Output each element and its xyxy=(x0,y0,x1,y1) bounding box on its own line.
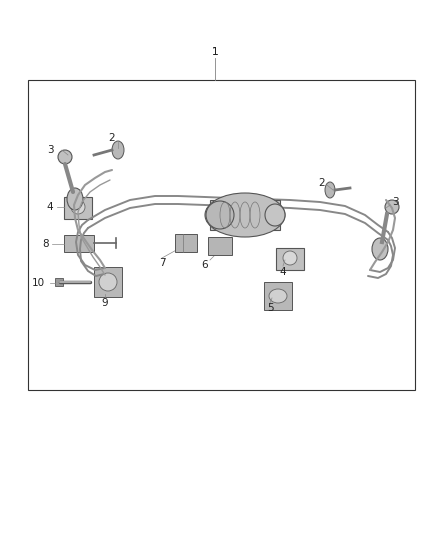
Text: 2: 2 xyxy=(109,133,115,143)
Text: 6: 6 xyxy=(201,260,208,270)
Ellipse shape xyxy=(58,150,72,164)
Ellipse shape xyxy=(325,182,335,198)
Text: 8: 8 xyxy=(42,239,49,249)
Bar xyxy=(276,248,304,270)
Text: 1: 1 xyxy=(212,47,218,57)
Ellipse shape xyxy=(385,200,399,214)
Bar xyxy=(264,282,292,310)
Ellipse shape xyxy=(206,201,234,229)
Text: 9: 9 xyxy=(102,298,108,308)
Text: 1: 1 xyxy=(212,47,218,57)
Ellipse shape xyxy=(265,204,285,226)
Ellipse shape xyxy=(99,273,117,291)
Ellipse shape xyxy=(71,200,85,214)
Bar xyxy=(64,235,94,252)
Bar xyxy=(64,197,92,219)
Bar xyxy=(175,234,197,252)
Text: 2: 2 xyxy=(319,178,325,188)
Text: 10: 10 xyxy=(32,278,45,288)
Bar xyxy=(94,267,122,297)
Ellipse shape xyxy=(112,141,124,159)
Bar xyxy=(28,80,415,390)
Ellipse shape xyxy=(372,238,388,260)
Bar xyxy=(55,278,63,286)
Bar xyxy=(210,200,280,230)
Ellipse shape xyxy=(269,289,287,303)
Ellipse shape xyxy=(205,193,285,237)
Text: 3: 3 xyxy=(47,145,53,155)
Text: 5: 5 xyxy=(267,303,273,313)
Ellipse shape xyxy=(67,188,83,210)
Text: 3: 3 xyxy=(392,197,398,207)
Text: 7: 7 xyxy=(159,258,165,268)
Ellipse shape xyxy=(283,251,297,265)
Text: 4: 4 xyxy=(280,267,286,277)
Bar xyxy=(208,237,232,255)
Text: 4: 4 xyxy=(47,202,53,212)
